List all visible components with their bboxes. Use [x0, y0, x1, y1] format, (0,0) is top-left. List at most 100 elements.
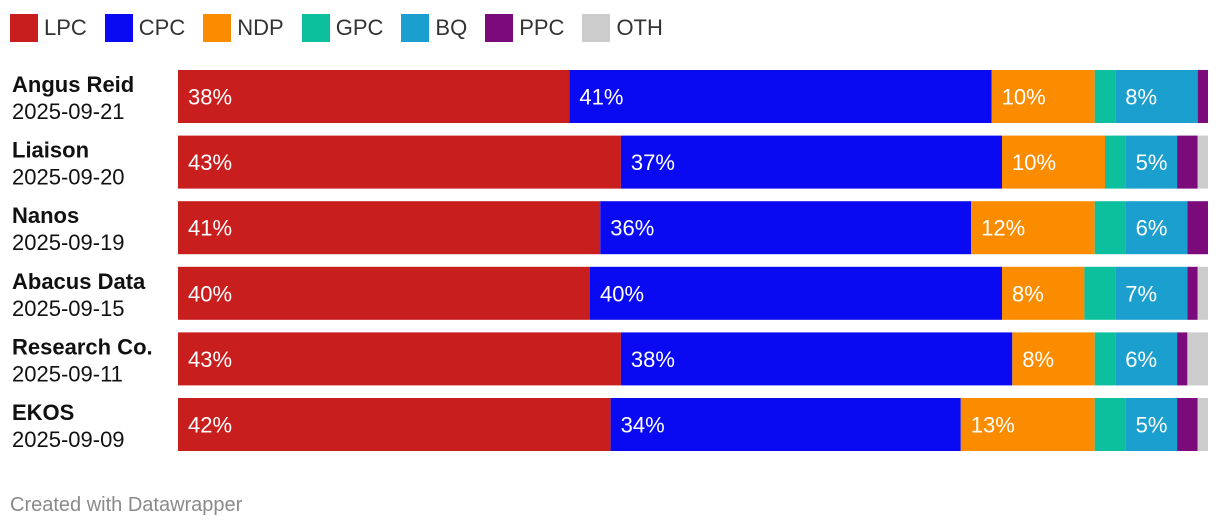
data-label-lpc: 41% [188, 216, 232, 241]
bar-segment-lpc[interactable] [178, 70, 570, 123]
legend-item-oth[interactable]: OTH [582, 14, 663, 42]
legend-label: CPC [138, 15, 186, 40]
data-label-cpc: 38% [631, 347, 675, 372]
row-label-date: 2025-09-21 [12, 99, 125, 124]
bar-segment-cpc[interactable] [590, 266, 1002, 320]
bar-segment-oth[interactable] [1197, 398, 1208, 451]
legend-item-lpc[interactable]: LPC [10, 14, 87, 42]
row-label-date: 2025-09-11 [12, 361, 123, 386]
row-label-date: 2025-09-20 [12, 165, 125, 190]
legend-swatch [582, 14, 611, 42]
bar-segment-bq[interactable] [1115, 266, 1188, 320]
bar-segment-cpc[interactable] [620, 332, 1013, 386]
legend-label: NDP [237, 15, 284, 40]
bar-segment-cpc[interactable] [600, 201, 972, 255]
bar-segment-bq[interactable] [1125, 135, 1178, 189]
legend-label: LPC [44, 15, 87, 40]
bar-segment-cpc[interactable] [620, 135, 1002, 189]
data-label-cpc: 34% [621, 413, 665, 438]
data-label-ndp: 10% [1002, 85, 1046, 110]
data-label-bq: 5% [1136, 413, 1168, 438]
bar-segment-oth[interactable] [1197, 266, 1208, 320]
row-label-date: 2025-09-15 [12, 296, 125, 321]
bar-segment-gpc[interactable] [1084, 266, 1116, 320]
data-label-bq: 5% [1136, 150, 1168, 175]
bar-segment-gpc[interactable] [1105, 135, 1126, 189]
bar-segment-bq[interactable] [1125, 398, 1178, 451]
legend: LPC CPC NDP GPC BQ PPC OTH [10, 12, 681, 44]
row-label-pollster: Nanos [12, 203, 79, 228]
bar-segment-ppc[interactable] [1197, 70, 1208, 123]
bar-segment-ppc[interactable] [1187, 266, 1198, 320]
bar-segment-ndp[interactable] [1012, 332, 1095, 386]
bar-segment-cpc[interactable] [610, 398, 961, 451]
data-label-cpc: 37% [631, 150, 675, 175]
data-label-cpc: 41% [579, 85, 623, 110]
bar-segment-ppc[interactable] [1177, 135, 1198, 189]
bar-segment-ppc[interactable] [1177, 332, 1188, 386]
data-label-bq: 6% [1125, 347, 1157, 372]
bar-segment-ndp[interactable] [960, 398, 1095, 451]
row-label-pollster: Abacus Data [12, 269, 146, 294]
bar-segment-ndp[interactable] [1002, 135, 1105, 189]
data-label-ndp: 8% [1012, 281, 1044, 306]
bar-segment-lpc[interactable] [178, 332, 621, 386]
bar-segment-lpc[interactable] [178, 135, 621, 189]
bar-segment-ppc[interactable] [1177, 398, 1198, 451]
data-label-ndp: 12% [981, 216, 1025, 241]
row-label-pollster: Research Co. [12, 334, 153, 359]
legend-item-gpc[interactable]: GPC [301, 14, 384, 42]
data-label-cpc: 36% [610, 216, 654, 241]
legend-label: GPC [335, 15, 384, 40]
bar-segment-lpc[interactable] [178, 201, 601, 255]
bar-segment-gpc[interactable] [1094, 70, 1116, 123]
legend-swatch [104, 14, 133, 42]
data-label-ndp: 10% [1012, 150, 1056, 175]
legend-swatch [301, 14, 330, 42]
legend-item-ppc[interactable]: PPC [485, 14, 564, 42]
data-label-lpc: 42% [188, 413, 232, 438]
bar-segment-cpc[interactable] [569, 70, 992, 123]
data-label-lpc: 43% [188, 347, 232, 372]
bar-segment-gpc[interactable] [1094, 332, 1116, 386]
bar-segment-bq[interactable] [1115, 332, 1178, 386]
bar-segment-ndp[interactable] [1002, 266, 1085, 320]
legend-item-ndp[interactable]: NDP [203, 14, 284, 42]
row-label-pollster: Liaison [12, 138, 89, 163]
bar-segment-ndp[interactable] [971, 201, 1095, 255]
data-label-ndp: 8% [1022, 347, 1054, 372]
bar-segment-bq[interactable] [1115, 70, 1198, 123]
legend-label: PPC [519, 15, 565, 40]
row-label-date: 2025-09-19 [12, 230, 125, 255]
legend-label: OTH [616, 15, 663, 40]
legend-swatch [401, 14, 430, 42]
data-label-bq: 8% [1125, 85, 1157, 110]
legend-swatch [10, 14, 38, 42]
bar-segment-ppc[interactable] [1187, 201, 1208, 255]
data-label-lpc: 43% [188, 150, 232, 175]
bar-segment-ndp[interactable] [991, 70, 1095, 123]
data-label-bq: 6% [1136, 216, 1168, 241]
credit-text[interactable]: Created with Datawrapper [10, 494, 243, 516]
bar-segment-bq[interactable] [1125, 201, 1188, 255]
legend-swatch [485, 14, 514, 42]
data-label-lpc: 38% [188, 85, 232, 110]
legend-item-cpc[interactable]: CPC [104, 14, 186, 42]
data-label-bq: 7% [1125, 281, 1157, 306]
bar-segment-lpc[interactable] [178, 266, 590, 320]
bar-segment-oth[interactable] [1187, 332, 1208, 386]
bar-row: Research Co.2025-09-11 43% 38% 8% 6% [12, 332, 1208, 386]
bar-segment-oth[interactable] [1197, 135, 1208, 189]
legend-swatch [203, 14, 232, 42]
bar-segment-gpc[interactable] [1094, 398, 1126, 451]
bar-segment-gpc[interactable] [1094, 201, 1126, 255]
row-label-date: 2025-09-09 [12, 427, 125, 452]
bar-segment-lpc[interactable] [178, 398, 611, 451]
row-label-pollster: Angus Reid [12, 72, 134, 97]
legend-item-bq[interactable]: BQ [401, 14, 467, 42]
